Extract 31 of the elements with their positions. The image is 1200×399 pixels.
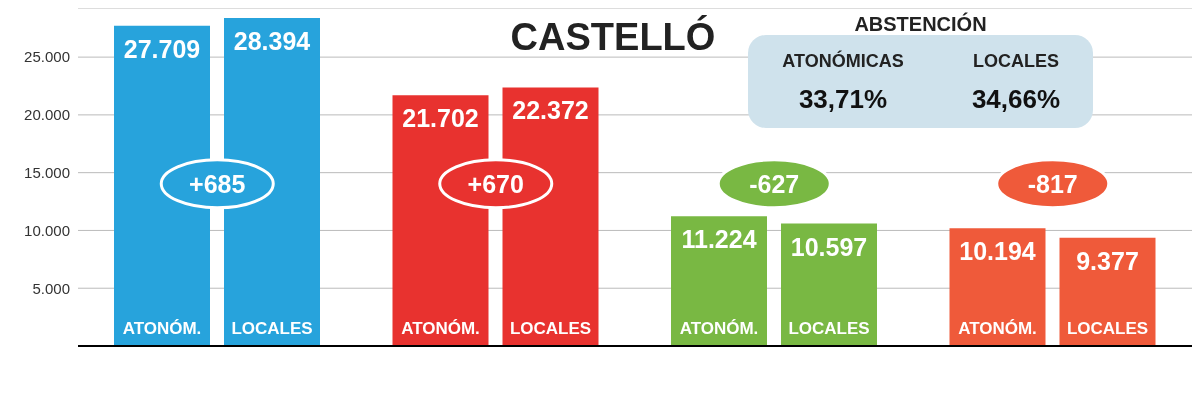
annotation: 34,66%: [971, 84, 1061, 114]
text: LOCALES: [788, 319, 870, 338]
text: ATONÓM.: [679, 319, 759, 338]
y-tick-label: 5.000: [32, 279, 70, 297]
data-label: 27.709: [123, 34, 201, 63]
data-label: 9.377: [1076, 246, 1139, 275]
annotation: 33,71%: [798, 84, 888, 114]
annotation: +685: [189, 169, 246, 198]
data-label: 21.702: [402, 104, 479, 133]
chart-title: CASTELLÓ: [510, 15, 716, 58]
text: ATONÓM.: [958, 319, 1037, 338]
annotation: ATONÓMICAS: [782, 50, 904, 71]
annotation: LOCALES: [972, 51, 1060, 71]
annotation: -817: [1027, 169, 1078, 198]
annotation: -627: [749, 169, 800, 198]
data-label: 22.372: [512, 96, 589, 125]
text: LOCALES: [509, 319, 592, 338]
y-tick-label: 20.000: [24, 106, 70, 124]
data-label: 11.224: [681, 225, 757, 254]
data-label: 10.194: [959, 237, 1036, 266]
series-label: LOCALES: [231, 319, 313, 338]
series-label: ATONÓM.: [122, 319, 202, 338]
data-label: 28.394: [233, 26, 311, 55]
text: ATONÓM.: [401, 319, 480, 338]
y-tick-label: 25.000: [24, 48, 70, 66]
annotation: ABSTENCIÓN: [854, 12, 987, 35]
y-tick-label: 15.000: [24, 163, 70, 181]
text: LOCALES: [1066, 319, 1149, 338]
y-tick-label: 10.000: [24, 221, 70, 239]
data-label: 10.597: [790, 232, 868, 261]
annotation: +670: [467, 169, 524, 198]
